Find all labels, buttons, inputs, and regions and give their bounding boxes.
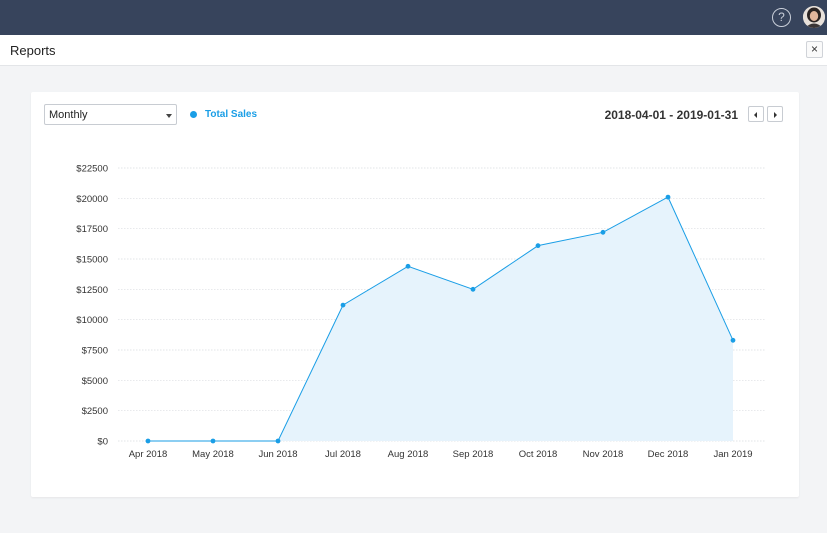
x-tick-label: Dec 2018	[648, 449, 689, 460]
x-tick-label: Apr 2018	[129, 449, 168, 460]
bottom-panel	[0, 533, 827, 540]
next-period-button[interactable]	[767, 106, 783, 122]
y-tick-label: $5000	[82, 376, 108, 387]
help-icon[interactable]: ?	[772, 8, 791, 27]
data-point	[665, 194, 671, 200]
series-area	[148, 197, 733, 441]
page-header: Reports	[0, 35, 827, 66]
y-tick-label: $10000	[76, 315, 108, 326]
y-tick-label: $22500	[76, 164, 108, 175]
top-navigation-bar	[0, 0, 827, 35]
x-tick-label: Oct 2018	[519, 449, 558, 460]
series-line	[148, 196, 734, 442]
period-select-value: Monthly	[49, 109, 88, 121]
x-tick-label: Aug 2018	[388, 449, 429, 460]
data-point	[340, 302, 346, 308]
chevron-right-icon	[774, 111, 777, 118]
x-tick-label: Sep 2018	[453, 449, 494, 460]
close-button[interactable]: ×	[806, 41, 823, 58]
previous-period-button[interactable]	[748, 106, 764, 122]
x-tick-label: Jul 2018	[325, 449, 361, 460]
x-tick-label: Nov 2018	[583, 449, 624, 460]
y-tick-label: $7500	[82, 346, 108, 357]
page-title: Reports	[10, 43, 56, 58]
chevron-left-icon	[754, 111, 757, 118]
y-tick-label: $12500	[76, 285, 108, 296]
period-select[interactable]: Monthly	[44, 104, 177, 125]
user-avatar-icon	[803, 6, 825, 28]
data-point	[470, 286, 476, 292]
y-tick-label: $17500	[76, 224, 108, 235]
data-point	[535, 243, 541, 249]
y-tick-label: $20000	[76, 194, 108, 205]
chevron-down-icon	[166, 114, 172, 118]
data-point	[210, 438, 216, 444]
data-point	[405, 263, 411, 269]
date-range: 2018-04-01 - 2019-01-31	[604, 108, 738, 122]
x-tick-label: Jun 2018	[258, 449, 297, 460]
data-point	[600, 229, 606, 235]
y-tick-label: $15000	[76, 255, 108, 266]
data-point	[145, 438, 151, 444]
data-point	[275, 438, 281, 444]
avatar[interactable]	[803, 6, 825, 28]
legend-label[interactable]: Total Sales	[205, 109, 258, 120]
legend-marker	[190, 111, 197, 118]
x-tick-label: Jan 2019	[713, 449, 752, 460]
y-tick-label: $2500	[82, 406, 108, 417]
y-tick-label: $0	[97, 437, 108, 448]
data-point	[730, 337, 736, 343]
x-tick-label: May 2018	[192, 449, 234, 460]
